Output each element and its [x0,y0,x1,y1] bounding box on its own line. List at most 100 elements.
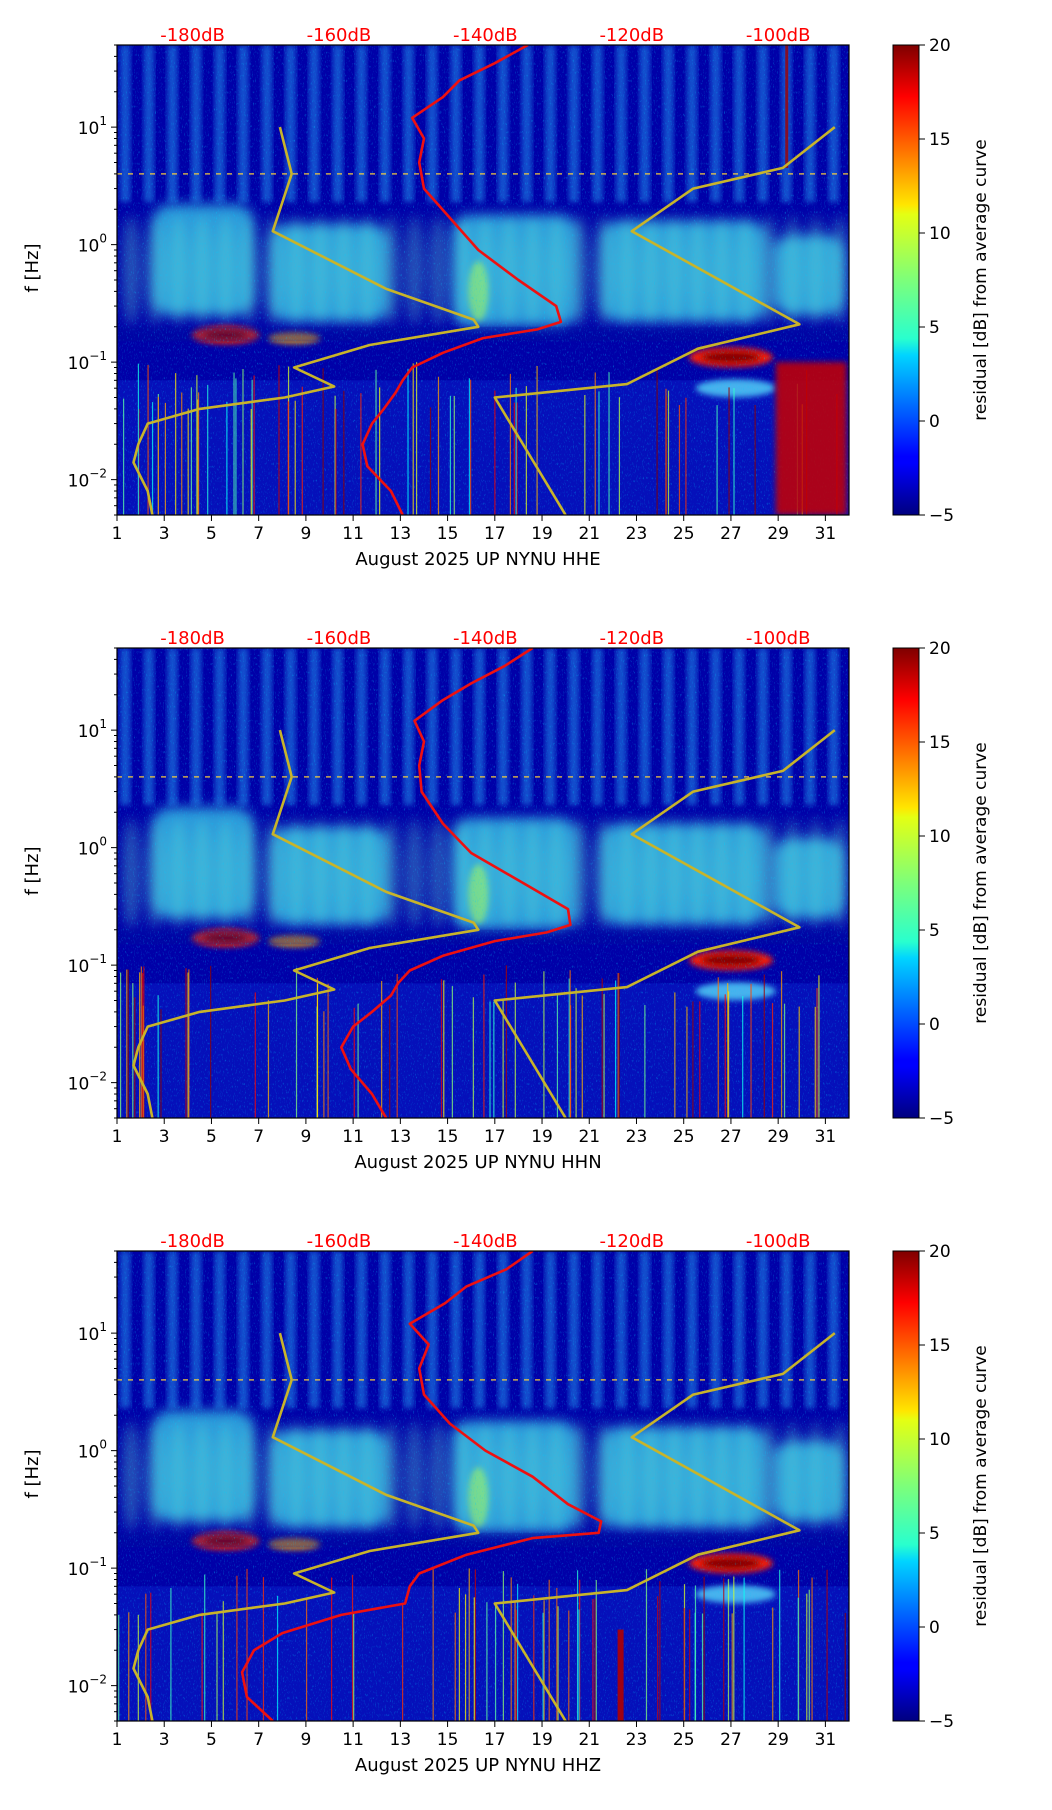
spike [595,1580,597,1721]
y-tick-base: 10 [78,1325,100,1345]
spike [514,1600,516,1721]
overlay-curves [132,45,836,515]
colorbar-label: residual [dB] from average curve [971,742,991,1023]
colorbar-tick-label: −5 [929,506,954,526]
y-tick-base: 10 [68,1075,90,1095]
x-tick-label: 27 [720,1127,742,1147]
spike [242,369,244,515]
spike [598,391,600,515]
spectrogram-heatmap [117,1251,849,1721]
spike [743,1577,745,1721]
spike [330,1577,333,1721]
colorbar-label: residual [dB] from average curve [971,139,991,420]
x-tick-label: 7 [253,1127,264,1147]
spike [301,386,303,515]
x-tick-label: 23 [626,1730,648,1750]
spike [276,1595,279,1721]
spike [733,1576,735,1721]
spike [185,968,187,1118]
spike [407,368,409,515]
x-tick-label: 11 [342,1730,364,1750]
spike [254,992,256,1118]
spike [717,977,719,1118]
spike [188,969,190,1118]
x-tick-label: 31 [815,524,837,544]
spike [157,396,159,515]
spike [742,996,744,1118]
spike [689,1609,691,1721]
spike [674,992,676,1118]
spike [262,1577,265,1721]
db-label: -100dB [746,25,811,46]
y-tick-label: 100 [78,835,107,860]
spike [150,1592,152,1721]
spike [251,379,253,515]
spike [568,1610,570,1721]
spike [716,405,718,515]
x-tick-label: 3 [159,1127,170,1147]
spike [201,1612,203,1721]
spike [151,402,154,515]
spike [334,395,336,515]
spike [779,1569,781,1721]
x-tick-label: 1 [112,1127,123,1147]
colorbar-gradient [892,647,920,1119]
db-label: -140dB [453,628,518,649]
spike [798,1006,800,1118]
x-tick-label: 17 [484,524,506,544]
db-label: -140dB [453,25,518,46]
spike [449,395,452,515]
y-tick-label: 10−1 [68,1555,107,1580]
y-tick-exponent: −1 [89,952,107,966]
red-psd-curve [340,648,572,1118]
spike [731,1613,733,1721]
spike [157,995,159,1118]
transient-spikes [118,1568,846,1721]
spike [494,390,496,515]
x-tick-label: 19 [531,1127,553,1147]
y-tick-base: 10 [78,840,100,860]
spike [493,1001,495,1118]
y-tick-label: 10−1 [68,349,107,374]
spike [432,1569,434,1721]
y-tick-base: 10 [78,237,100,257]
x-tick-label: 19 [531,1730,553,1750]
spike [375,369,377,515]
spike [579,1579,581,1721]
speckle-noise [117,45,849,515]
spike [543,971,545,1118]
x-tick-label: 13 [390,1730,412,1750]
spike [204,1574,206,1721]
y-tick-label: 101 [78,1320,107,1345]
x-axis-label: August 2025 UP NYNU HHZ [355,1755,601,1776]
spike [143,966,145,1118]
db-label: -160dB [307,1231,372,1252]
spike [253,375,255,515]
spike [454,1612,456,1721]
x-tick-label: 11 [342,524,364,544]
spike [412,363,414,515]
spike [510,1577,512,1721]
x-axis: 1 3 5 7 9 11 13 15 17 19 21 23 25 27 29 31 [112,1118,836,1147]
y-tick-exponent: −2 [89,1673,107,1687]
x-tick-label: 25 [673,1730,695,1750]
spike [516,1583,519,1721]
red-psd-curve [361,45,563,515]
spike [728,387,730,515]
spike [603,994,605,1118]
x-tick-label: 19 [531,524,553,544]
spike [335,408,337,515]
spike [556,993,559,1118]
y-tick-base: 10 [78,119,100,139]
spike [502,1571,504,1721]
spike [727,983,729,1118]
spike [357,1003,359,1118]
spike [164,402,167,515]
y-tick-label: 101 [78,114,107,139]
x-tick-label: 21 [578,1127,600,1147]
spike [808,1589,810,1721]
x-axis-label: August 2025 UP NYNU HHE [355,549,600,570]
